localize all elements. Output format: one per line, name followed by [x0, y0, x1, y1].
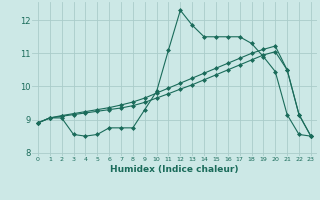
X-axis label: Humidex (Indice chaleur): Humidex (Indice chaleur)	[110, 165, 239, 174]
